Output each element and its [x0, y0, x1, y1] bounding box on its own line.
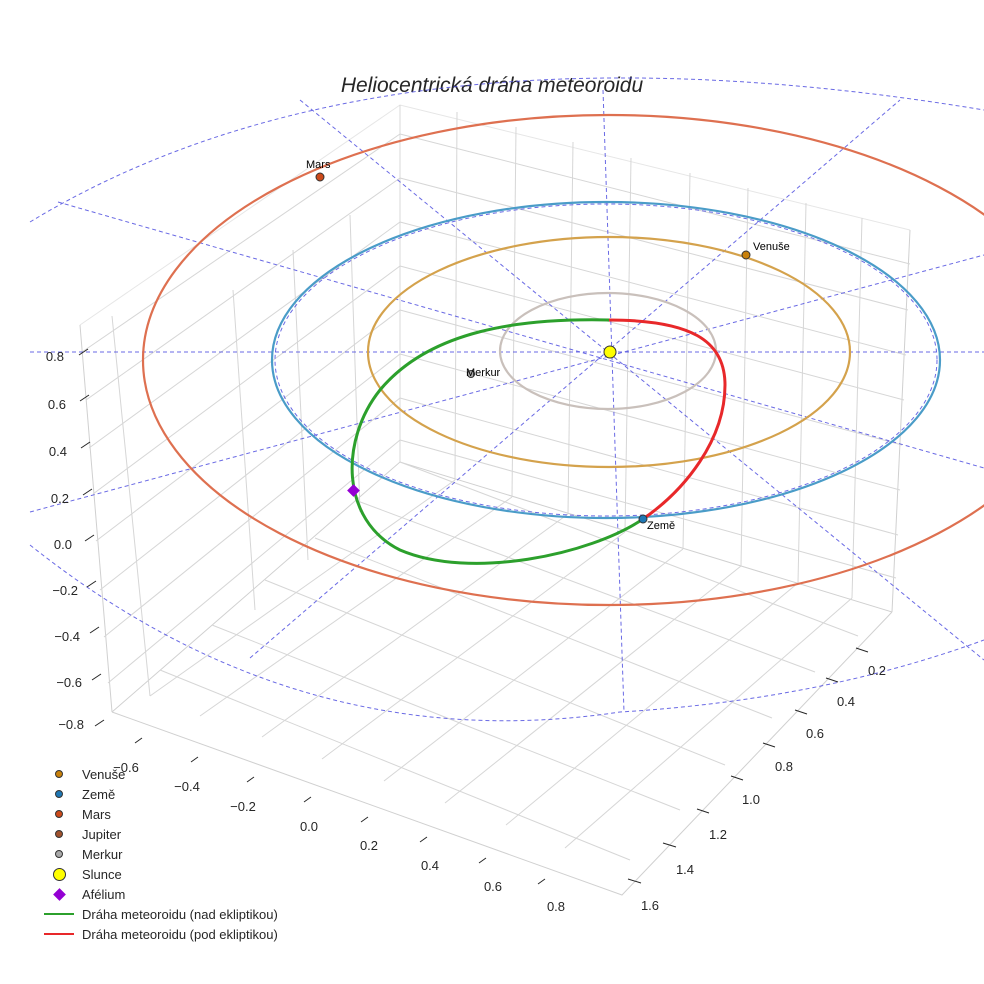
planet-orbits: [142, 113, 984, 607]
label-earth: Země: [647, 520, 675, 532]
label-mercury: Merkur: [466, 367, 501, 379]
planet-labels: Mars Venuše Merkur Země: [306, 159, 790, 532]
label-mars: Mars: [306, 159, 331, 171]
red-line-icon: [44, 933, 74, 935]
y-axis: [627, 647, 869, 884]
y-axis-labels: 0.2 0.4 0.6 0.8 1.0 1.2 1.4 1.6: [641, 663, 886, 913]
orbit-earth: [270, 200, 942, 520]
svg-text:0.8: 0.8: [775, 759, 793, 774]
legend-item-mercury: Merkur: [40, 844, 278, 864]
svg-text:1.2: 1.2: [709, 827, 727, 842]
mercury-marker: [467, 370, 475, 378]
svg-text:0.8: 0.8: [46, 349, 64, 364]
legend-item-earth: Země: [40, 784, 278, 804]
z-axis: [78, 348, 105, 727]
svg-text:−0.4: −0.4: [54, 629, 80, 644]
svg-text:0.6: 0.6: [48, 397, 66, 412]
planet-markers: [315, 172, 751, 524]
x-axis-labels: −0.6 −0.4 −0.2 0.0 0.2 0.4 0.6 0.8: [113, 760, 565, 914]
legend-item-meteoroid-below: Dráha meteoroidu (pod ekliptikou): [40, 924, 278, 944]
svg-text:−0.6: −0.6: [56, 675, 82, 690]
green-line-icon: [44, 913, 74, 915]
svg-text:0.0: 0.0: [54, 537, 72, 552]
grid-floor: [149, 461, 859, 861]
svg-text:−0.6: −0.6: [113, 760, 139, 775]
sun-marker: [603, 345, 617, 359]
meteoroid-path-below-ecliptic: [608, 318, 727, 521]
jupiter-dot-icon: [55, 830, 63, 838]
chart-title: Heliocentrická dráha meteoroidu: [340, 74, 644, 97]
sun-dot-icon: [52, 867, 66, 881]
guide-lines: [29, 77, 984, 722]
svg-text:−0.8: −0.8: [58, 717, 84, 732]
svg-text:0.6: 0.6: [806, 726, 824, 741]
svg-text:1.4: 1.4: [676, 862, 694, 877]
mars-marker: [315, 172, 325, 182]
svg-text:−0.2: −0.2: [230, 799, 256, 814]
mercury-dot-icon: [55, 850, 63, 858]
svg-text:0.0: 0.0: [300, 819, 318, 834]
svg-text:0.8: 0.8: [547, 899, 565, 914]
legend-item-aphelion: Afélium: [40, 884, 278, 904]
svg-text:1.6: 1.6: [641, 898, 659, 913]
aphelion-marker: [347, 484, 360, 497]
svg-text:1.0: 1.0: [742, 792, 760, 807]
legend-item-venus: Venuše: [40, 764, 278, 784]
venus-dot-icon: [55, 770, 63, 778]
legend-item-mars: Mars: [40, 804, 278, 824]
earth-dot-icon: [55, 790, 63, 798]
svg-text:0.4: 0.4: [421, 858, 439, 873]
svg-text:0.2: 0.2: [360, 838, 378, 853]
orbit-venus: [366, 235, 852, 469]
meteoroid-path-above-ecliptic: [350, 318, 644, 565]
legend-item-meteoroid-above: Dráha meteoroidu (nad ekliptikou): [40, 904, 278, 924]
svg-text:0.6: 0.6: [484, 879, 502, 894]
legend-item-jupiter: Jupiter: [40, 824, 278, 844]
earth-marker: [638, 514, 648, 524]
svg-text:0.2: 0.2: [868, 663, 886, 678]
mars-dot-icon: [55, 810, 63, 818]
x-axis: [134, 737, 546, 885]
orbit-mars: [142, 113, 984, 607]
svg-text:−0.4: −0.4: [174, 779, 200, 794]
svg-text:0.4: 0.4: [837, 694, 855, 709]
z-axis-labels: 0.8 0.6 0.4 0.2 0.0 −0.2 −0.4 −0.6 −0.8: [46, 349, 84, 732]
venus-marker: [741, 250, 751, 260]
label-venus: Venuše: [753, 241, 790, 253]
aphelion-diamond-icon: [52, 887, 66, 901]
grid-left-wall: [81, 133, 401, 697]
svg-text:−0.2: −0.2: [52, 583, 78, 598]
legend: Venuše Země Mars Jupiter Merkur Slunce A…: [40, 764, 278, 944]
svg-text:0.4: 0.4: [49, 444, 67, 459]
meteoroid-orbit: [350, 318, 727, 565]
svg-text:0.2: 0.2: [51, 491, 69, 506]
legend-item-sun: Slunce: [40, 864, 278, 884]
